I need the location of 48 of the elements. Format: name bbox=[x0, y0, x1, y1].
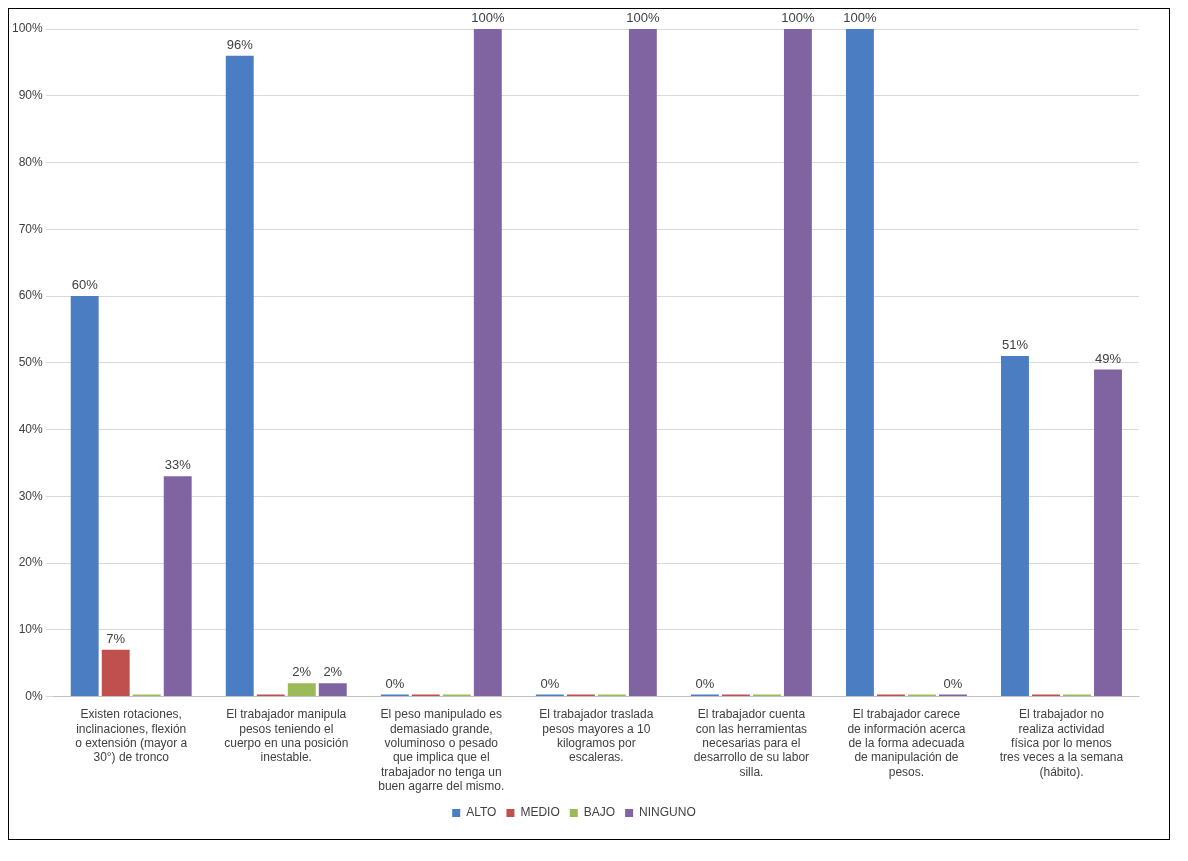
x-tick-label: El trabajador manipula pesos teniendo el cuerpo en una posición inestable. bbox=[224, 707, 349, 765]
legend-label: MEDIO bbox=[520, 805, 560, 820]
data-label: 33% bbox=[164, 457, 192, 473]
bar bbox=[225, 55, 254, 697]
data-label: 0% bbox=[943, 675, 963, 691]
legend-label: ALTO bbox=[466, 805, 497, 820]
bar bbox=[1094, 369, 1122, 697]
data-label: 7% bbox=[106, 630, 126, 646]
bar bbox=[1001, 356, 1029, 697]
y-tick-label: 70% bbox=[18, 221, 44, 236]
data-label: 100% bbox=[471, 10, 505, 26]
data-label: 49% bbox=[1094, 350, 1122, 366]
data-label: 96% bbox=[226, 36, 254, 52]
y-tick-label: 60% bbox=[18, 288, 44, 303]
y-tick-label: 0% bbox=[25, 688, 44, 703]
data-label: 60% bbox=[71, 277, 99, 293]
bar bbox=[101, 649, 130, 697]
bar bbox=[628, 29, 657, 697]
x-tick-label: El trabajador traslada pesos mayores a 10 kilogramos por escaleras. bbox=[539, 707, 654, 765]
data-label: 100% bbox=[626, 10, 660, 26]
x-tick-label: El trabajador no realiza actividad física por lo menos tres veces a la semana (hábito). bbox=[999, 707, 1124, 779]
data-label: 2% bbox=[323, 664, 343, 680]
x-tick-label: Existen rotaciones, inclinaciones, flexión o extensión (mayor a 30°) de tronco bbox=[75, 707, 188, 765]
y-tick-label: 10% bbox=[18, 622, 44, 637]
legend-label: NINGUNO bbox=[639, 805, 696, 820]
x-tick-label: El trabajador cuenta con las herramientas necesarias para el desarrollo de su labor silla. bbox=[693, 707, 810, 779]
bar bbox=[845, 29, 874, 697]
y-tick-label: 90% bbox=[18, 88, 44, 103]
y-tick-label: 50% bbox=[18, 355, 44, 370]
data-label: 100% bbox=[843, 10, 877, 26]
data-label: 0% bbox=[540, 675, 560, 691]
y-tick-label: 100% bbox=[11, 21, 44, 36]
x-tick-label: El peso manipulado es demasiado grande, voluminoso o pesado que implica que el trabajador no tenga un buen agarre del mismo. bbox=[378, 707, 505, 794]
data-label: 100% bbox=[781, 10, 815, 26]
y-tick-label: 30% bbox=[18, 488, 44, 503]
bar bbox=[473, 29, 502, 697]
data-label: 51% bbox=[1001, 337, 1029, 353]
data-label: 0% bbox=[695, 675, 715, 691]
legend-label: BAJO bbox=[583, 805, 616, 820]
x-tick-label: El trabajador carece de información acerca de la forma adecuada de manipulación de pesos. bbox=[847, 707, 966, 779]
y-tick-label: 80% bbox=[18, 154, 44, 169]
bar bbox=[783, 29, 812, 697]
bar bbox=[163, 476, 192, 697]
bar bbox=[70, 296, 99, 697]
y-tick-label: 40% bbox=[18, 421, 44, 436]
data-label: 0% bbox=[385, 675, 405, 691]
data-label: 2% bbox=[292, 664, 312, 680]
y-tick-label: 20% bbox=[18, 555, 44, 570]
